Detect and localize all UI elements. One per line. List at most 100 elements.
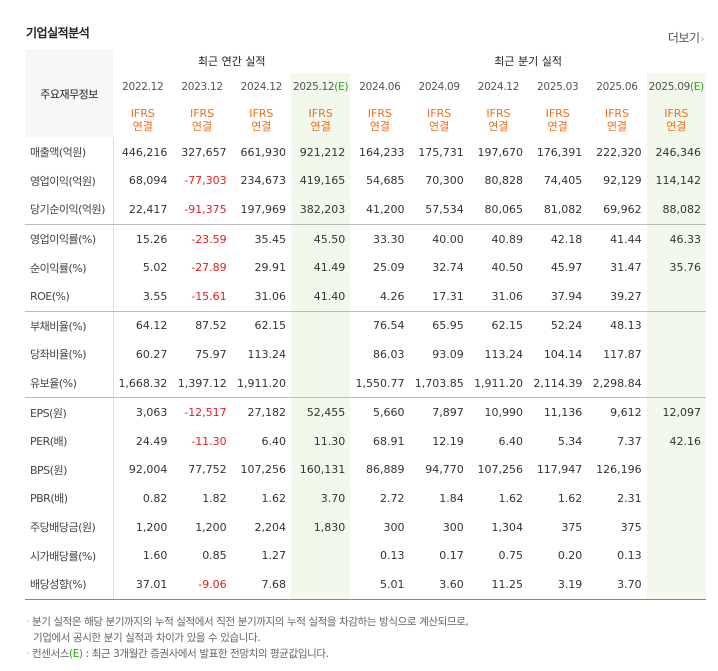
period-label: 2024.12 — [240, 81, 283, 93]
accounting-basis-header: IFRS 연결 — [350, 101, 409, 138]
annual-period-header: 2025.12(E) — [290, 73, 351, 101]
table-row: 부채비율(%) 64.12 87.52 62.15 76.54 65.95 62.15 52.… — [25, 311, 706, 341]
table-row: 매출액(억원) 446,216 327,657 661,930 921,212 164,2… — [25, 138, 706, 167]
table-cell: 68.91 — [373, 434, 405, 448]
basis-ifrs: IFRS — [604, 106, 630, 120]
table-cell: 1.62 — [498, 491, 524, 505]
row-label: PER(배) — [25, 426, 114, 456]
basis-ifrs: IFRS — [486, 106, 511, 120]
table-cell: 375 — [620, 520, 642, 534]
table-cell: 81,082 — [528, 195, 588, 225]
table-cell: -27.89 — [191, 261, 227, 275]
table-cell: -9.06 — [172, 569, 232, 600]
table-cell: 88,082 — [646, 195, 706, 225]
table-cell: 75.97 — [195, 347, 227, 361]
table-cell: 37.94 — [528, 281, 588, 312]
footnote-2-text: : 최근 3개월간 증권사에서 발표한 전망치의 평균값입니다. — [82, 648, 329, 660]
table-cell: 35.45 — [254, 232, 286, 246]
annual-period-header: 2022.12 — [113, 73, 172, 101]
basis-consolidated: 연결 — [369, 119, 390, 133]
table-cell: 114,142 — [646, 166, 706, 196]
basis-ifrs: IFRS — [664, 106, 689, 120]
table-row: PER(배) 24.49 -11.30 6.40 11.30 68.91 12.19 6.40… — [25, 426, 706, 456]
table-cell: 104.14 — [543, 347, 583, 361]
quarter-group-header: 최근 분기 실적 — [494, 55, 562, 68]
table-cell: 62.15 — [254, 319, 286, 333]
table-cell: 113.24 — [247, 347, 286, 361]
basis-consolidated: 연결 — [547, 119, 568, 133]
basis-consolidated: 연결 — [132, 119, 153, 133]
table-row: PBR(배) 0.82 1.82 1.62 3.70 2.72 1.84 1.62 1.62 2.… — [25, 484, 706, 513]
table-cell: 5,660 — [373, 406, 405, 420]
table-cell: 22,417 — [113, 195, 173, 225]
table-cell: 107,256 — [240, 463, 286, 477]
table-cell: 5.34 — [557, 434, 583, 448]
table-cell: 7.37 — [617, 434, 642, 448]
table-cell: 0.75 — [498, 549, 524, 563]
table-cell: 107,256 — [477, 463, 524, 477]
basis-ifrs: IFRS — [189, 106, 215, 120]
basis-ifrs: IFRS — [249, 106, 274, 120]
table-cell: 86,889 — [366, 463, 405, 477]
row-label: 영업이익률(%) — [25, 224, 114, 254]
table-cell: 41.44 — [610, 232, 642, 246]
table-cell: 62.15 — [491, 319, 524, 333]
more-link[interactable]: 더보기› — [668, 29, 705, 46]
table-cell: 31.47 — [610, 261, 642, 275]
row-label: 주당배당금(원) — [25, 512, 114, 542]
period-label: 2024.06 — [359, 81, 401, 93]
table-cell: 65.95 — [432, 319, 464, 333]
table-cell: 327,657 — [181, 145, 227, 159]
table-cell: 37.01 — [113, 569, 173, 600]
table-row: 당기순이익(억원) 22,417 -91,375 197,969 382,203 41,2… — [25, 195, 706, 225]
table-cell: 117,947 — [536, 463, 583, 477]
row-label: 유보율(%) — [25, 368, 114, 399]
table-cell: 52.24 — [550, 319, 583, 333]
table-cell: 11.25 — [468, 569, 529, 600]
table-cell: 9,612 — [610, 406, 642, 420]
table-cell: 2.31 — [617, 491, 642, 505]
accounting-basis-header: IFRS 연결 — [528, 101, 587, 138]
table-cell: -23.59 — [191, 232, 227, 246]
accounting-basis-header: IFRS 연결 — [232, 101, 291, 138]
table-cell: 52,455 — [290, 397, 351, 427]
table-cell: 33.30 — [373, 232, 405, 246]
table-cell: 48.13 — [610, 319, 642, 333]
table-cell: 17.31 — [409, 281, 469, 312]
table-cell: 12.19 — [432, 434, 464, 448]
table-cell: 69,962 — [587, 195, 647, 225]
basis-consolidated: 연결 — [191, 119, 213, 133]
row-label: ROE(%) — [25, 281, 114, 312]
table-cell: 0.20 — [557, 549, 583, 563]
quarter-period-header: 2024.12 — [469, 73, 528, 101]
accounting-basis-header: IFRS 연결 — [587, 101, 646, 138]
table-cell: 1,200 — [195, 520, 227, 534]
row-label: 당기순이익(억원) — [25, 195, 114, 225]
table-cell: 46.33 — [646, 224, 706, 254]
table-cell: 1,668.32 — [113, 368, 173, 399]
basis-ifrs: IFRS — [130, 106, 155, 120]
table-cell: 31.06 — [231, 281, 291, 312]
table-cell: 42.16 — [646, 426, 706, 456]
table-cell: 113.24 — [484, 347, 524, 361]
table-cell: 1.62 — [557, 491, 583, 505]
table-cell: 2,204 — [254, 520, 286, 534]
table-cell — [646, 512, 706, 542]
table-cell: 375 — [561, 520, 583, 534]
table-cell: 446,216 — [121, 145, 168, 159]
quarter-period-header: 2024.09 — [410, 73, 469, 101]
table-cell — [646, 569, 706, 600]
table-cell: 25.09 — [373, 261, 405, 275]
table-cell: 176,391 — [536, 145, 583, 159]
table-cell: 3.70 — [587, 569, 647, 600]
footnote-1-text: 분기 실적은 해당 분기까지의 누적 실적에서 직전 분기까지의 누적 실적을 … — [31, 616, 469, 628]
table-cell: 3.19 — [528, 569, 588, 600]
accounting-basis-header: IFRS 연결 — [410, 101, 469, 138]
table-cell: 300 — [383, 520, 405, 534]
table-cell: 419,165 — [290, 166, 351, 196]
table-cell: 4.26 — [350, 281, 410, 312]
table-cell: 1,200 — [135, 520, 168, 534]
table-cell: 35.76 — [646, 253, 706, 282]
table-cell: 12,097 — [646, 397, 706, 427]
table-cell: 1.60 — [142, 549, 168, 563]
